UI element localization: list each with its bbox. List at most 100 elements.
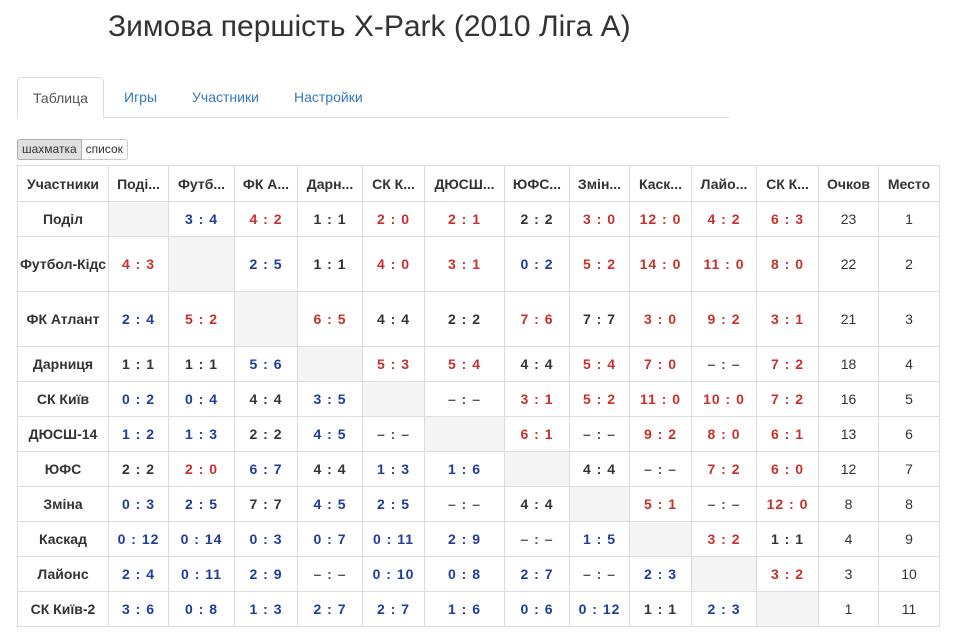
place-header[interactable]: Место — [878, 165, 940, 202]
match-result-cell[interactable]: 1 : 3 — [234, 591, 298, 627]
match-result-cell[interactable]: 4 : 0 — [362, 236, 425, 292]
match-result-cell[interactable]: 11 : 0 — [691, 236, 757, 292]
opponent-header[interactable]: ДЮСШ... — [424, 165, 505, 202]
match-result-cell[interactable]: 2 : 1 — [424, 201, 505, 237]
match-result-cell[interactable]: 5 : 3 — [362, 346, 425, 382]
match-result-cell[interactable]: 2 : 9 — [234, 556, 298, 592]
match-result-cell[interactable]: 11 : 0 — [629, 381, 692, 417]
match-result-cell[interactable]: 3 : 2 — [691, 521, 757, 557]
match-result-cell[interactable]: 0 : 10 — [362, 556, 425, 592]
opponent-header[interactable]: Лайо... — [691, 165, 757, 202]
match-result-cell[interactable]: 6 : 7 — [234, 451, 298, 487]
match-result-cell[interactable]: 6 : 5 — [297, 291, 363, 347]
match-result-cell[interactable]: 0 : 12 — [108, 521, 169, 557]
match-result-cell[interactable]: 2 : 5 — [168, 486, 235, 522]
match-result-cell[interactable]: 4 : 5 — [297, 486, 363, 522]
match-result-cell[interactable]: 2 : 2 — [504, 201, 570, 237]
match-result-cell[interactable]: – : – — [569, 556, 630, 592]
team-name[interactable]: Футбол-Кідс — [17, 236, 109, 292]
match-result-cell[interactable]: 5 : 4 — [569, 346, 630, 382]
match-result-cell[interactable]: 5 : 1 — [629, 486, 692, 522]
match-result-cell[interactable]: 0 : 6 — [504, 591, 570, 627]
team-name[interactable]: СК Київ-2 — [17, 591, 109, 627]
match-result-cell[interactable]: 1 : 1 — [108, 346, 169, 382]
match-result-cell[interactable]: 4 : 2 — [234, 201, 298, 237]
match-result-cell[interactable]: 2 : 3 — [691, 591, 757, 627]
match-result-cell[interactable]: – : – — [424, 486, 505, 522]
tab-settings[interactable]: Настройки — [294, 89, 363, 105]
match-result-cell[interactable]: 6 : 0 — [756, 451, 819, 487]
match-result-cell[interactable]: 0 : 11 — [362, 521, 425, 557]
team-name[interactable]: Зміна — [17, 486, 109, 522]
match-result-cell[interactable]: 7 : 2 — [756, 381, 819, 417]
match-result-cell[interactable]: 2 : 7 — [362, 591, 425, 627]
match-result-cell[interactable]: 1 : 3 — [362, 451, 425, 487]
opponent-header[interactable]: СК К... — [756, 165, 819, 202]
grid-view-button[interactable]: шахматка — [17, 139, 82, 160]
match-result-cell[interactable]: – : – — [691, 486, 757, 522]
match-result-cell[interactable]: 1 : 1 — [297, 201, 363, 237]
match-result-cell[interactable]: 2 : 5 — [234, 236, 298, 292]
opponent-header[interactable]: ФК А... — [234, 165, 298, 202]
match-result-cell[interactable]: 3 : 2 — [756, 556, 819, 592]
match-result-cell[interactable]: 3 : 1 — [504, 381, 570, 417]
match-result-cell[interactable]: 2 : 2 — [424, 291, 505, 347]
opponent-header[interactable]: Дарн... — [297, 165, 363, 202]
match-result-cell[interactable]: 6 : 3 — [756, 201, 819, 237]
match-result-cell[interactable]: 4 : 3 — [108, 236, 169, 292]
team-name[interactable]: ДЮСШ-14 — [17, 416, 109, 452]
match-result-cell[interactable]: 0 : 14 — [168, 521, 235, 557]
match-result-cell[interactable]: 1 : 1 — [297, 236, 363, 292]
match-result-cell[interactable]: 5 : 2 — [168, 291, 235, 347]
tab-table[interactable]: Таблица — [17, 77, 104, 119]
match-result-cell[interactable]: 2 : 4 — [108, 291, 169, 347]
match-result-cell[interactable]: 2 : 0 — [362, 201, 425, 237]
match-result-cell[interactable]: 7 : 2 — [691, 451, 757, 487]
match-result-cell[interactable]: 5 : 6 — [234, 346, 298, 382]
match-result-cell[interactable]: 4 : 4 — [504, 346, 570, 382]
match-result-cell[interactable]: 3 : 5 — [297, 381, 363, 417]
match-result-cell[interactable]: 4 : 4 — [234, 381, 298, 417]
match-result-cell[interactable]: 0 : 8 — [168, 591, 235, 627]
match-result-cell[interactable]: 7 : 7 — [234, 486, 298, 522]
match-result-cell[interactable]: 4 : 4 — [569, 451, 630, 487]
match-result-cell[interactable]: 2 : 3 — [629, 556, 692, 592]
match-result-cell[interactable]: 4 : 4 — [297, 451, 363, 487]
match-result-cell[interactable]: 1 : 1 — [168, 346, 235, 382]
match-result-cell[interactable]: 8 : 0 — [756, 236, 819, 292]
match-result-cell[interactable]: 0 : 4 — [168, 381, 235, 417]
match-result-cell[interactable]: 6 : 1 — [504, 416, 570, 452]
match-result-cell[interactable]: 1 : 5 — [569, 521, 630, 557]
match-result-cell[interactable]: 14 : 0 — [629, 236, 692, 292]
match-result-cell[interactable]: 1 : 6 — [424, 591, 505, 627]
match-result-cell[interactable]: 0 : 2 — [108, 381, 169, 417]
match-result-cell[interactable]: 1 : 6 — [424, 451, 505, 487]
match-result-cell[interactable]: 2 : 9 — [424, 521, 505, 557]
match-result-cell[interactable]: 9 : 2 — [629, 416, 692, 452]
match-result-cell[interactable]: 3 : 0 — [569, 201, 630, 237]
opponent-header[interactable]: СК К... — [362, 165, 425, 202]
match-result-cell[interactable]: 4 : 5 — [297, 416, 363, 452]
team-name[interactable]: Лайонс — [17, 556, 109, 592]
match-result-cell[interactable]: 12 : 0 — [629, 201, 692, 237]
match-result-cell[interactable]: 2 : 4 — [108, 556, 169, 592]
match-result-cell[interactable]: 1 : 2 — [108, 416, 169, 452]
match-result-cell[interactable]: 10 : 0 — [691, 381, 757, 417]
match-result-cell[interactable]: 2 : 7 — [297, 591, 363, 627]
match-result-cell[interactable]: 9 : 2 — [691, 291, 757, 347]
match-result-cell[interactable]: 5 : 2 — [569, 236, 630, 292]
match-result-cell[interactable]: 4 : 4 — [504, 486, 570, 522]
match-result-cell[interactable]: 12 : 0 — [756, 486, 819, 522]
match-result-cell[interactable]: 2 : 2 — [108, 451, 169, 487]
opponent-header[interactable]: ЮФС... — [504, 165, 570, 202]
match-result-cell[interactable]: 0 : 12 — [569, 591, 630, 627]
match-result-cell[interactable]: – : – — [297, 556, 363, 592]
points-header[interactable]: Очков — [818, 165, 879, 202]
match-result-cell[interactable]: 4 : 2 — [691, 201, 757, 237]
match-result-cell[interactable]: 8 : 0 — [691, 416, 757, 452]
match-result-cell[interactable]: 7 : 7 — [569, 291, 630, 347]
match-result-cell[interactable]: 0 : 2 — [504, 236, 570, 292]
match-result-cell[interactable]: 2 : 0 — [168, 451, 235, 487]
match-result-cell[interactable]: – : – — [691, 346, 757, 382]
match-result-cell[interactable]: 1 : 3 — [168, 416, 235, 452]
